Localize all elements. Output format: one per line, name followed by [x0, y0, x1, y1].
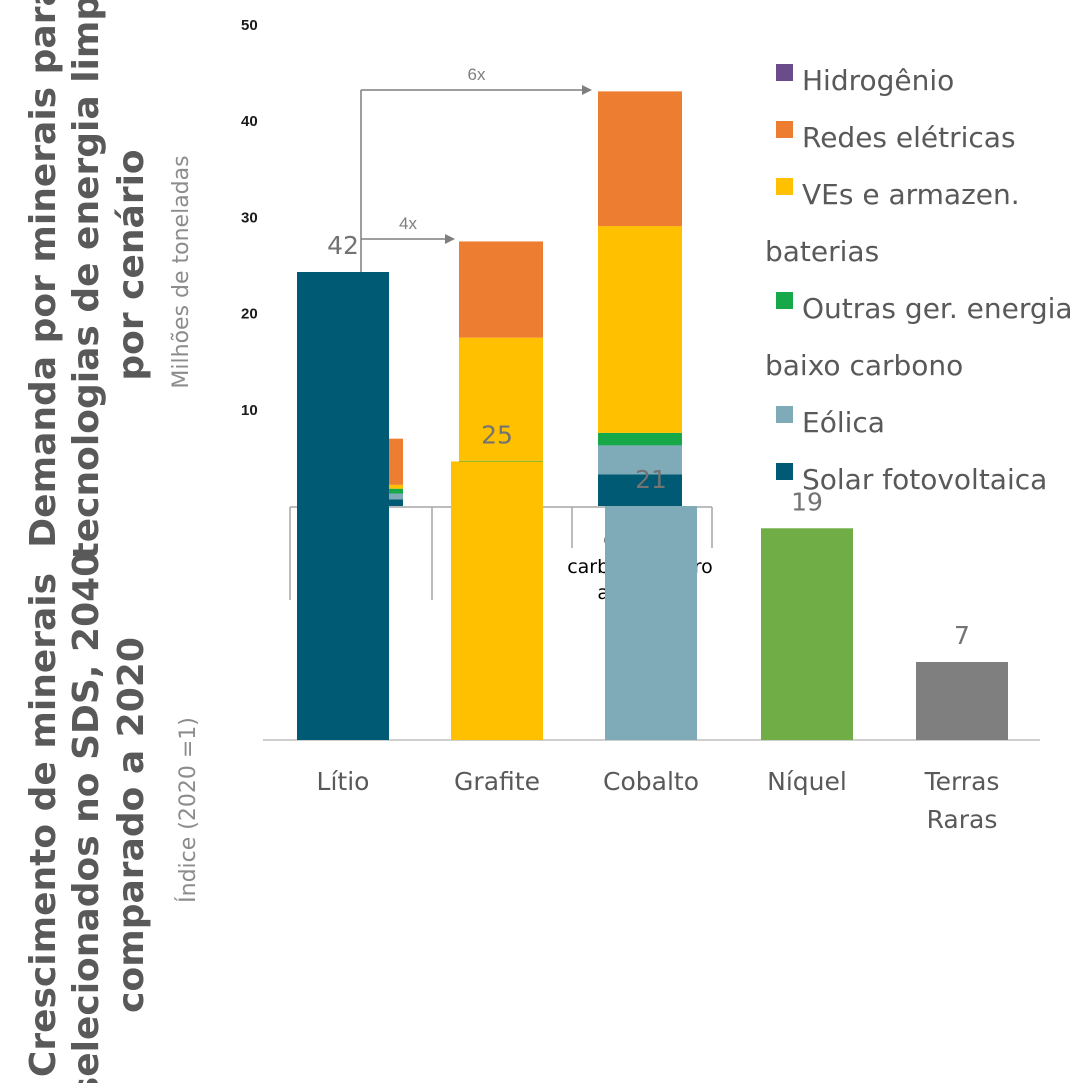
y-tick-label: 30 [241, 209, 258, 226]
y-tick-label: 20 [241, 306, 258, 323]
bottom-title-line-1: Crescimento de minerais [23, 573, 64, 1077]
legend-label: Eólica [802, 406, 885, 439]
bar-segment [598, 91, 682, 227]
data-label: 42 [327, 231, 359, 260]
x-tick-label: Lítio [317, 767, 370, 796]
top-y-axis-label: Milhões de toneladas [169, 155, 194, 388]
bottom-title-line-2: selecionados no SDS, 2040 [66, 552, 107, 1083]
data-label: 7 [954, 621, 970, 650]
bar-segment [459, 337, 543, 461]
bar [451, 461, 543, 740]
mineral-growth-bar-chart: 42 Lítio 25 Grafite 21 Cobalto 19 Níquel 7 Terras… [263, 231, 1040, 834]
legend-swatch [776, 121, 793, 138]
annotation-arrowhead [582, 85, 592, 95]
bar [605, 506, 697, 740]
bar-segment [598, 226, 682, 433]
legend-swatch [776, 292, 793, 309]
legend-label: Hidrogênio [802, 64, 954, 97]
y-tick-label: 40 [241, 113, 258, 130]
bottom-y-axis-label: Índice (2020 =1) [175, 717, 201, 903]
x-tick-label: Grafite [454, 767, 540, 796]
bar [916, 662, 1008, 740]
y-tick-label: 10 [241, 402, 258, 419]
x-tick-label: Níquel [767, 767, 847, 796]
bar-segment [598, 432, 682, 446]
top-title-line-1: Demanda por minerais para [23, 0, 64, 548]
x-tick-label: Cobalto [603, 767, 699, 796]
legend-label: Redes elétricas [802, 121, 1016, 154]
bar-segment [598, 474, 682, 506]
x-tick-label: Raras [927, 805, 998, 834]
legend-label: Solar fotovoltaica [802, 463, 1047, 496]
legend-swatch [776, 178, 793, 195]
data-label: 19 [791, 487, 823, 516]
bottom-title-line-3: comparado a 2020 [111, 637, 152, 1013]
legend-label: baixo carbono [765, 349, 963, 382]
legend-swatch [776, 463, 793, 480]
legend-label: VEs e armazen. [802, 178, 1020, 211]
legend: Hidrogênio Redes elétricas VEs e armazen. b… [765, 64, 1073, 496]
bar-segment [598, 445, 682, 475]
annotation-label: 4x [399, 214, 417, 233]
legend-label: Outras ger. energia [802, 292, 1073, 325]
legend-swatch [776, 406, 793, 423]
legend-label: baterias [765, 235, 879, 268]
bar [761, 528, 853, 740]
bar-segment [459, 241, 543, 338]
x-tick-label: Terras [924, 767, 1000, 796]
annotation-label: 6x [468, 65, 486, 84]
top-title-line-2: tecnologias de energia limpa [66, 0, 107, 559]
top-title-line-3: por cenário [111, 149, 152, 380]
bar [297, 272, 389, 740]
y-tick-label: 50 [241, 17, 258, 34]
legend-swatch [776, 64, 793, 81]
data-label: 25 [481, 420, 513, 449]
annotation-arrowhead [445, 234, 455, 244]
data-label: 21 [635, 465, 667, 494]
